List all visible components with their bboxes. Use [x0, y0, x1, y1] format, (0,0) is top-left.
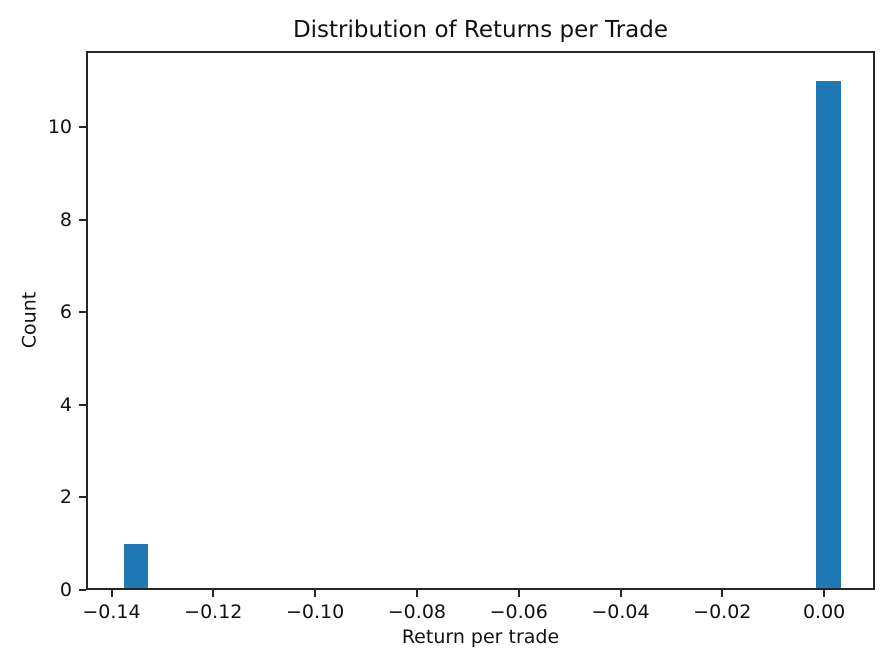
- y-tick-label: 4: [59, 393, 72, 416]
- x-tick-label: 0.00: [802, 601, 846, 623]
- x-tick-label: −0.06: [489, 601, 548, 623]
- y-tick-mark: [79, 311, 86, 314]
- x-tick-label: −0.14: [82, 601, 141, 623]
- x-tick-label: −0.02: [693, 601, 752, 623]
- chart-title: Distribution of Returns per Trade: [292, 17, 669, 43]
- y-tick-mark: [79, 218, 86, 221]
- y-axis-label: Count: [18, 291, 41, 349]
- histogram-bar: [124, 543, 149, 590]
- x-tick-mark: [110, 590, 113, 597]
- x-tick-mark: [619, 590, 622, 597]
- x-tick-mark: [212, 590, 215, 597]
- x-tick-label: −0.08: [387, 601, 446, 623]
- y-tick-label: 8: [59, 208, 72, 231]
- x-tick-mark: [721, 590, 724, 597]
- y-tick-label: 2: [59, 486, 72, 509]
- x-tick-label: −0.10: [285, 601, 345, 623]
- y-tick-mark: [79, 496, 86, 499]
- y-tick-mark: [79, 403, 86, 406]
- x-tick-label: −0.04: [591, 601, 650, 623]
- x-tick-mark: [314, 590, 317, 597]
- x-tick-mark: [823, 590, 826, 597]
- y-tick-label: 0: [59, 579, 72, 601]
- y-tick-label: 6: [59, 301, 72, 324]
- histogram-bar: [816, 80, 841, 590]
- x-axis-label: Return per trade: [401, 626, 560, 648]
- y-tick-label: 10: [47, 115, 72, 138]
- x-tick-mark: [517, 590, 520, 597]
- y-tick-mark: [79, 125, 86, 128]
- x-tick-mark: [415, 590, 418, 597]
- y-tick-mark: [79, 589, 86, 591]
- x-tick-label: −0.12: [184, 601, 243, 623]
- plot-area: [86, 51, 875, 590]
